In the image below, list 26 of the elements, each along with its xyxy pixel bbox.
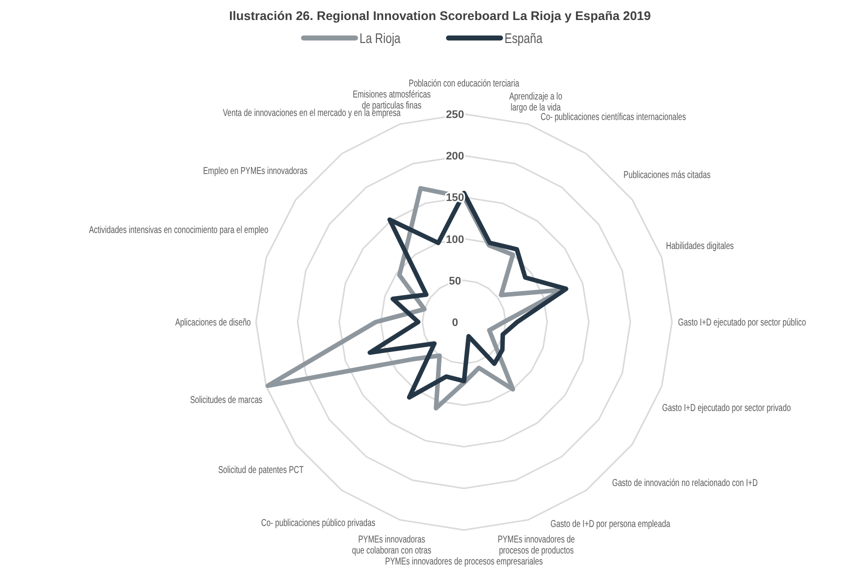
spoke-label: Actividades intensivas en conocimiento para el empleo: [88, 224, 268, 236]
y-tick-label: 100: [446, 234, 464, 246]
legend-label: España: [504, 30, 544, 46]
spoke-label: Población con educación terciaria: [408, 77, 520, 89]
spoke-label: Co- publicaciones científicas internacionales: [540, 110, 686, 122]
spoke-label: Empleo en PYMEs innovadoras: [203, 164, 308, 176]
y-tick-label: 250: [446, 109, 464, 121]
chart-title: Ilustración 26. Regional Innovation Scoreboard La Rioja y España 2019: [229, 9, 651, 23]
spoke-label: Solicitudes de marcas: [190, 394, 263, 406]
spoke-label: Gasto de innovación no relacionado con I+D: [612, 476, 758, 488]
spoke-label: Habilidades digitales: [666, 240, 734, 252]
spoke-label: PYMEs innovadores de procesos empresariales: [385, 555, 544, 567]
spoke-label: PYMEs innovadores de procesos de productos: [498, 533, 575, 556]
spoke-label: Aplicaciones de diseño: [175, 316, 251, 328]
y-tick-label: 200: [446, 150, 464, 163]
spoke-label: Solicitud de patentes PCT: [218, 464, 304, 476]
spoke-label: Co- publicaciones público privadas: [261, 517, 376, 528]
spoke-label: Aprendizaje a lo largo de la vida: [509, 90, 562, 113]
spoke-label: PYMEs innovadoras que colaboran con otras: [352, 533, 432, 556]
y-tick-label: 0: [452, 317, 458, 329]
y-tick-label: 50: [448, 275, 462, 288]
spoke-label: Gasto de I+D por persona empleada: [550, 518, 670, 530]
spoke-label: Gasto I+D ejecutado por sector privado: [662, 402, 791, 414]
spoke-label: Publicaciones más citadas: [624, 168, 712, 180]
legend-label: La Rioja: [360, 30, 402, 46]
spoke-label: Gasto I+D ejecutado por sector público: [678, 316, 806, 328]
